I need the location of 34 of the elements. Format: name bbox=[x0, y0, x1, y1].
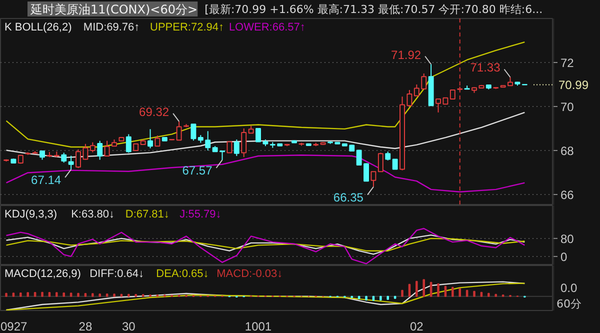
chart-title: 延时美原油11(CONX)<60分> bbox=[30, 2, 198, 16]
text: UPPER:72.94↑ bbox=[150, 22, 224, 34]
annotation: 69.32 bbox=[139, 104, 170, 119]
x-tick-label: 1001 bbox=[244, 320, 272, 333]
annotation: 67.57 bbox=[182, 163, 213, 178]
x-tick-label: 02 bbox=[410, 320, 424, 333]
x-tick-label: 28 bbox=[78, 320, 92, 333]
legend-title: MACD(12,26,9) bbox=[4, 268, 81, 280]
text: LOWER:66.57↑ bbox=[228, 22, 306, 34]
text: MID:69.76↑ bbox=[83, 22, 140, 34]
series-label: D:67.81↓ bbox=[125, 208, 170, 220]
y-tick-label: 80 bbox=[560, 232, 574, 246]
annotation: 71.33 bbox=[470, 60, 501, 75]
x-tick-label: 30 bbox=[122, 320, 136, 333]
series-label: K:63.80↓ bbox=[71, 208, 115, 220]
text: 60分 bbox=[556, 297, 582, 310]
y-tick-label: 68 bbox=[560, 144, 574, 158]
ref-line-label: 70.99 bbox=[558, 78, 589, 92]
text: 0.0 bbox=[560, 280, 578, 295]
x-tick-label: 0927 bbox=[0, 320, 28, 333]
legend-title: KDJ(9,3,3) bbox=[4, 208, 58, 220]
chart-subtitle: [最新:70.99 +1.66% 最高:71.33 最低:70.57 今开:70.80 昨结:6... bbox=[204, 3, 543, 16]
y-tick-label: 66 bbox=[560, 188, 574, 202]
y-tick-label: 70 bbox=[560, 100, 574, 114]
series-label: J:55.79↓ bbox=[180, 208, 222, 220]
series-label: MACD:-0.03↓ bbox=[216, 268, 283, 280]
annotation: 71.92 bbox=[391, 48, 422, 62]
series-label: DEA:0.65↓ bbox=[156, 268, 209, 280]
y-tick-label: 72 bbox=[560, 56, 574, 70]
annotation: 66.35 bbox=[333, 190, 364, 204]
y-tick-label: 0 bbox=[560, 250, 568, 264]
annotation: 67.14 bbox=[31, 172, 62, 187]
legend-title: K BOLL(26,2) bbox=[4, 22, 72, 34]
series-label: DIFF:0.64↓ bbox=[90, 268, 144, 280]
